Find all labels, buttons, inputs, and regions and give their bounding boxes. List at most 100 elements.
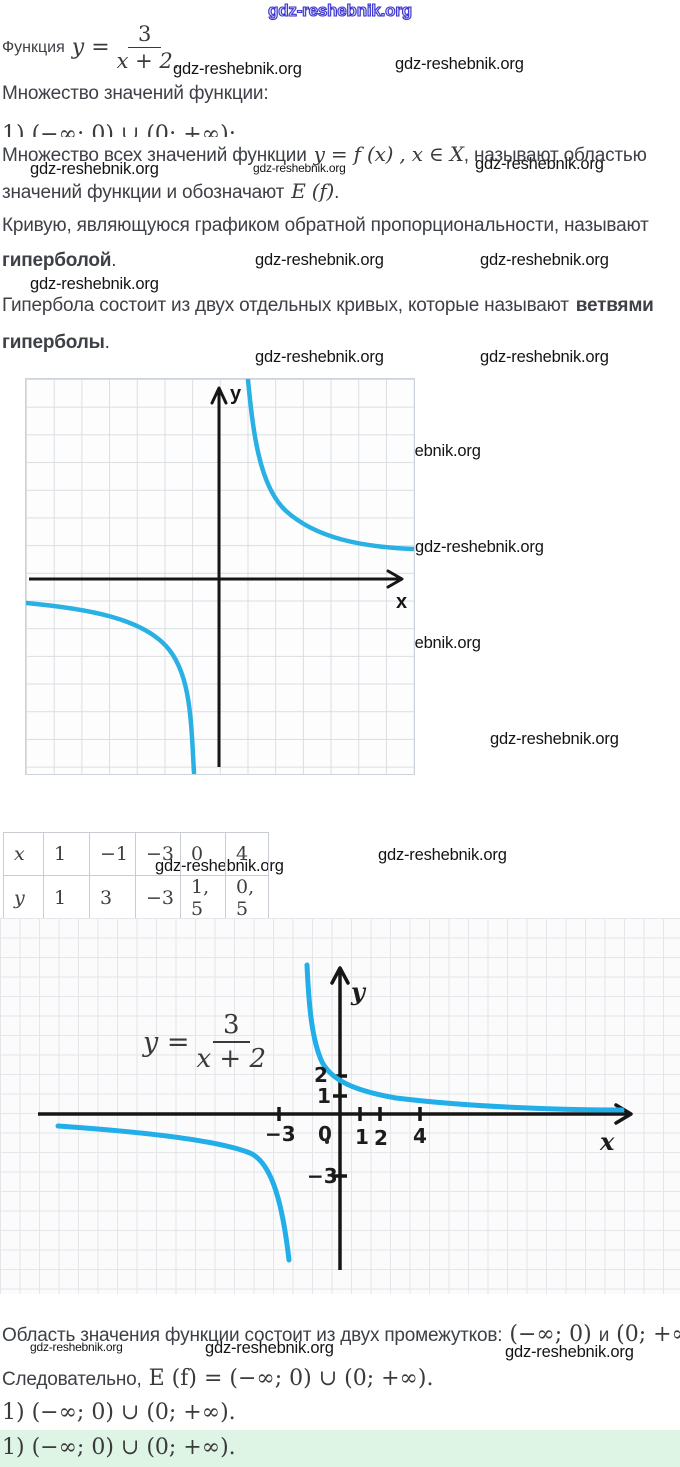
- zero-tick-dot: [325, 1139, 329, 1144]
- clipped-interval-line: 1) (−∞; 0) ∪ (0; +∞);: [2, 123, 236, 137]
- fraction-denominator: x + 2: [196, 1044, 266, 1074]
- term-bold: ветвями: [575, 295, 654, 316]
- watermark: gdz-reshebnik.org: [475, 155, 604, 173]
- watermark: gdz-reshebnik.org: [205, 1339, 334, 1357]
- watermark: gdz-reshebnik.org: [30, 160, 159, 178]
- table-cell: 0, 5: [225, 875, 269, 921]
- function-statement: Функция y = 3 x + 2 .: [2, 22, 179, 73]
- text: Следовательно,: [2, 1369, 142, 1390]
- definition-line-2: значений функции и обозначают E (f) .: [2, 179, 339, 205]
- x-axis-label: x: [600, 1127, 615, 1156]
- text: Гипербола состоит из двух отдельных крив…: [2, 295, 569, 316]
- watermark: gdz-reshebnik.org: [395, 55, 524, 73]
- x-axis-label: x: [396, 591, 408, 613]
- function-graph-figure: 2 1 −3 −3 0 1 2 4 y x y = 3 x + 2: [0, 918, 680, 1294]
- answer-text: 1) (−∞; 0) ∪ (0; +∞).: [2, 1435, 236, 1460]
- curve-left-branch: [55, 1123, 292, 1263]
- highlighted-answer: 1) (−∞; 0) ∪ (0; +∞).: [0, 1430, 680, 1467]
- watermark: gdz-reshebnik.org: [173, 60, 302, 78]
- table-cell: −3: [135, 875, 181, 921]
- hyperbola-branch-3: [26, 600, 197, 774]
- watermark: gdz-reshebnik.org: [505, 1343, 634, 1361]
- x-tick-label-4: 4: [413, 1124, 427, 1148]
- watermark: gdz-reshebnik.org: [30, 1340, 123, 1354]
- watermark: gdz-reshebnik.org: [490, 730, 619, 748]
- table-cell: −1: [89, 832, 136, 876]
- definition-line-1: Множество всех значений функции y = f (x…: [2, 142, 647, 168]
- conclusion-line-2: Следовательно, E (f) = (−∞; 0) ∪ (0; +∞)…: [2, 1366, 433, 1392]
- function-label: Функция: [2, 38, 65, 56]
- fraction: 3 x + 2: [196, 1010, 266, 1074]
- formula-lhs: y =: [71, 35, 110, 60]
- fraction: 3 x + 2: [117, 22, 173, 73]
- text: , называют областью: [463, 145, 647, 166]
- period: .: [111, 250, 117, 271]
- answer-text: 1) (−∞; 0) ∪ (0; +∞).: [2, 1400, 236, 1425]
- watermark: gdz-reshebnik.org: [378, 846, 507, 864]
- table-cell: x: [3, 832, 44, 876]
- table-row: x 1 −1 −3 0 4: [3, 832, 269, 876]
- table-cell: 1: [43, 875, 90, 921]
- y-axis-label: y: [351, 977, 365, 1006]
- branches-term-line: гиперболы .: [2, 332, 110, 355]
- value-table: x 1 −1 −3 0 4 y 1 3 −3 1, 5 0, 5: [3, 832, 269, 921]
- watermark: gdz-reshebnik.org: [255, 251, 384, 269]
- interval-2: (0; +∞): [616, 1322, 680, 1347]
- watermark: gdz-reshebnik.org: [30, 275, 159, 293]
- text: Множество всех значений функции: [2, 145, 307, 166]
- table-cell: y: [3, 875, 44, 921]
- term-bold: гиперболы: [2, 332, 105, 353]
- fraction-numerator: 3: [128, 22, 162, 48]
- text-and: и: [598, 1325, 610, 1346]
- x-axis-arrow: [386, 569, 404, 589]
- conclusion-line-1: Область значения функции состоит из двух…: [2, 1322, 680, 1348]
- text: значений функции и обозначают: [2, 182, 285, 203]
- math-expression: E (f): [291, 179, 335, 203]
- watermark: gdz-reshebnik.org: [255, 348, 384, 366]
- fraction-denominator: x + 2: [116, 49, 173, 73]
- y-axis-label: y: [230, 383, 242, 405]
- period: .: [426, 1366, 434, 1391]
- table-cell: 0: [180, 832, 226, 876]
- table-cell: 3: [89, 875, 136, 921]
- hyperbola-branch-1: [245, 379, 414, 552]
- period: .: [334, 182, 340, 203]
- period: .: [172, 49, 180, 73]
- y-tick-label-2: 2: [314, 1063, 328, 1087]
- y-axis-arrow: [210, 386, 228, 405]
- hyperbola-figure: y x: [25, 378, 415, 775]
- watermark: gdz-reshebnik.org: [253, 161, 346, 175]
- watermark: gdz-reshebnik.org: [415, 538, 544, 556]
- watermark: gdz-reshebnik.org: [480, 348, 609, 366]
- y-tick-label-minus3: −3: [307, 1164, 338, 1188]
- term-bold: гиперболой: [2, 250, 112, 271]
- range-expression: E (f) = (−∞; 0) ∪ (0; +∞): [148, 1366, 427, 1391]
- interval-1: (−∞; 0): [509, 1322, 592, 1347]
- hyperbola-plot: [26, 379, 414, 774]
- table-cell: 1: [43, 832, 90, 876]
- branches-sentence: Гипербола состоит из двух отдельных крив…: [2, 295, 654, 318]
- x-tick-label-1: 1: [355, 1125, 369, 1149]
- formula-lhs: y =: [143, 1026, 190, 1058]
- function-plot: [38, 962, 633, 1270]
- graph-formula: y = 3 x + 2: [143, 1010, 266, 1074]
- fraction-numerator: 3: [212, 1010, 250, 1043]
- x-tick-label-2: 2: [374, 1126, 388, 1150]
- hyperbola-sentence: Кривую, являющуюся графиком обратной про…: [2, 215, 649, 236]
- math-expression: y = f (x) , x ∈ X: [313, 142, 464, 166]
- answer-line: 1) (−∞; 0) ∪ (0; +∞).: [2, 1400, 236, 1426]
- text: Область значения функции состоит из двух…: [2, 1325, 503, 1346]
- table-cell: 4: [225, 832, 269, 876]
- curve-right-branch: [304, 962, 625, 1113]
- hyperbola-term-line: гиперболой .: [2, 250, 117, 273]
- y-tick-label-1: 1: [317, 1084, 331, 1108]
- x-tick-label-minus3: −3: [265, 1122, 296, 1146]
- table-cell: 1, 5: [180, 875, 226, 921]
- table-cell: −3: [135, 832, 181, 876]
- y-axis-arrow: [330, 966, 350, 985]
- range-intro-label: Множество значений функции:: [2, 83, 269, 104]
- watermark: gdz-reshebnik.org: [480, 251, 609, 269]
- period: .: [104, 332, 110, 353]
- table-row: y 1 3 −3 1, 5 0, 5: [3, 875, 269, 921]
